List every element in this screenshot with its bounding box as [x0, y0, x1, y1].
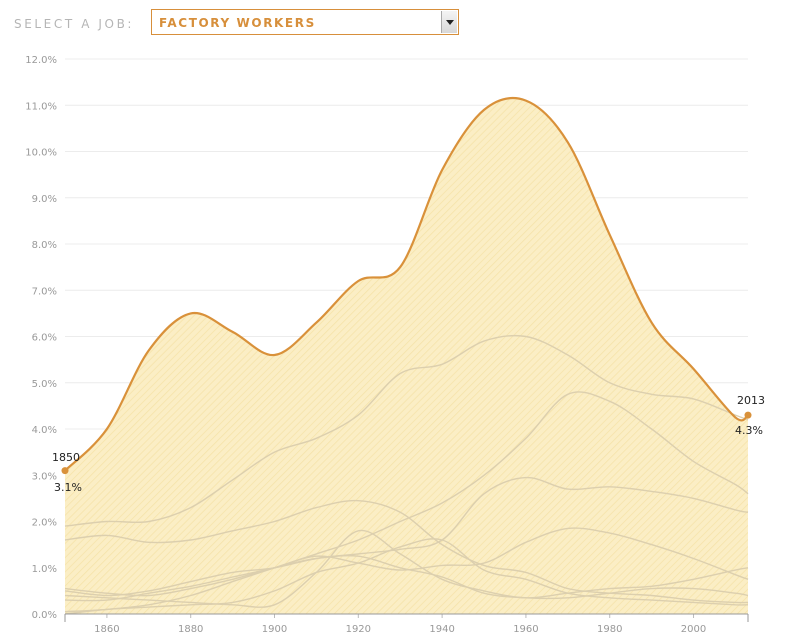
y-tick-label: 8.0% — [32, 240, 57, 251]
start-value-label: 3.1% — [54, 481, 82, 494]
y-tick-label: 2.0% — [32, 518, 57, 529]
end-year-label: 2013 — [737, 394, 765, 407]
x-tick-label: 1860 — [94, 624, 119, 635]
y-tick-label: 6.0% — [32, 333, 57, 344]
highlighted-series-line — [64, 97, 749, 472]
y-tick-label: 10.0% — [25, 148, 57, 159]
axes: 0.0% 1.0% 2.0% 3.0% 4.0% 5.0% 6.0% 7.0% 8.0% 9.0%… — [25, 55, 749, 635]
x-tick-label: 1900 — [262, 624, 287, 635]
x-tick-label: 1880 — [178, 624, 203, 635]
other-series-line — [64, 391, 749, 613]
job-selector: SELECT A JOB: FACTORY WORKERS — [14, 9, 459, 39]
other-series-line — [64, 476, 749, 597]
dropdown-arrow-icon[interactable] — [441, 11, 457, 33]
end-value-label: 4.3% — [735, 424, 763, 437]
other-series-line — [64, 499, 749, 604]
y-tick-label: 4.0% — [32, 425, 57, 436]
area-layer — [65, 98, 748, 615]
start-point — [61, 467, 69, 475]
y-tick-label: 7.0% — [32, 286, 57, 297]
highlighted-series-layer — [61, 97, 752, 475]
y-tick-label: 12.0% — [25, 55, 57, 66]
y-tick-label: 5.0% — [32, 379, 57, 390]
end-point — [744, 411, 752, 419]
job-selector-label: SELECT A JOB: — [14, 17, 135, 31]
end-labels: 1850 3.1% 2013 4.3% — [52, 394, 765, 494]
y-tick-label: 1.0% — [32, 564, 57, 575]
other-series-line — [64, 334, 749, 527]
start-year-label: 1850 — [52, 451, 80, 464]
other-series-line — [64, 529, 749, 608]
other-series-layer — [64, 334, 749, 615]
y-tick-label: 11.0% — [25, 101, 57, 112]
y-tick-label: 0.0% — [32, 610, 57, 621]
x-tick-label: 1960 — [513, 624, 538, 635]
other-series-line — [64, 538, 749, 615]
y-tick-label: 9.0% — [32, 194, 57, 205]
job-dropdown-value: FACTORY WORKERS — [159, 16, 316, 30]
x-tick-label: 2000 — [681, 624, 706, 635]
other-series-line — [64, 527, 749, 602]
highlighted-series-area — [65, 98, 748, 615]
other-series-line — [64, 554, 749, 600]
job-dropdown[interactable]: FACTORY WORKERS — [151, 9, 459, 35]
y-tick-label: 3.0% — [32, 471, 57, 482]
x-tick-label: 1920 — [346, 624, 371, 635]
x-tick-label: 1940 — [429, 624, 454, 635]
x-tick-label: 1980 — [597, 624, 622, 635]
